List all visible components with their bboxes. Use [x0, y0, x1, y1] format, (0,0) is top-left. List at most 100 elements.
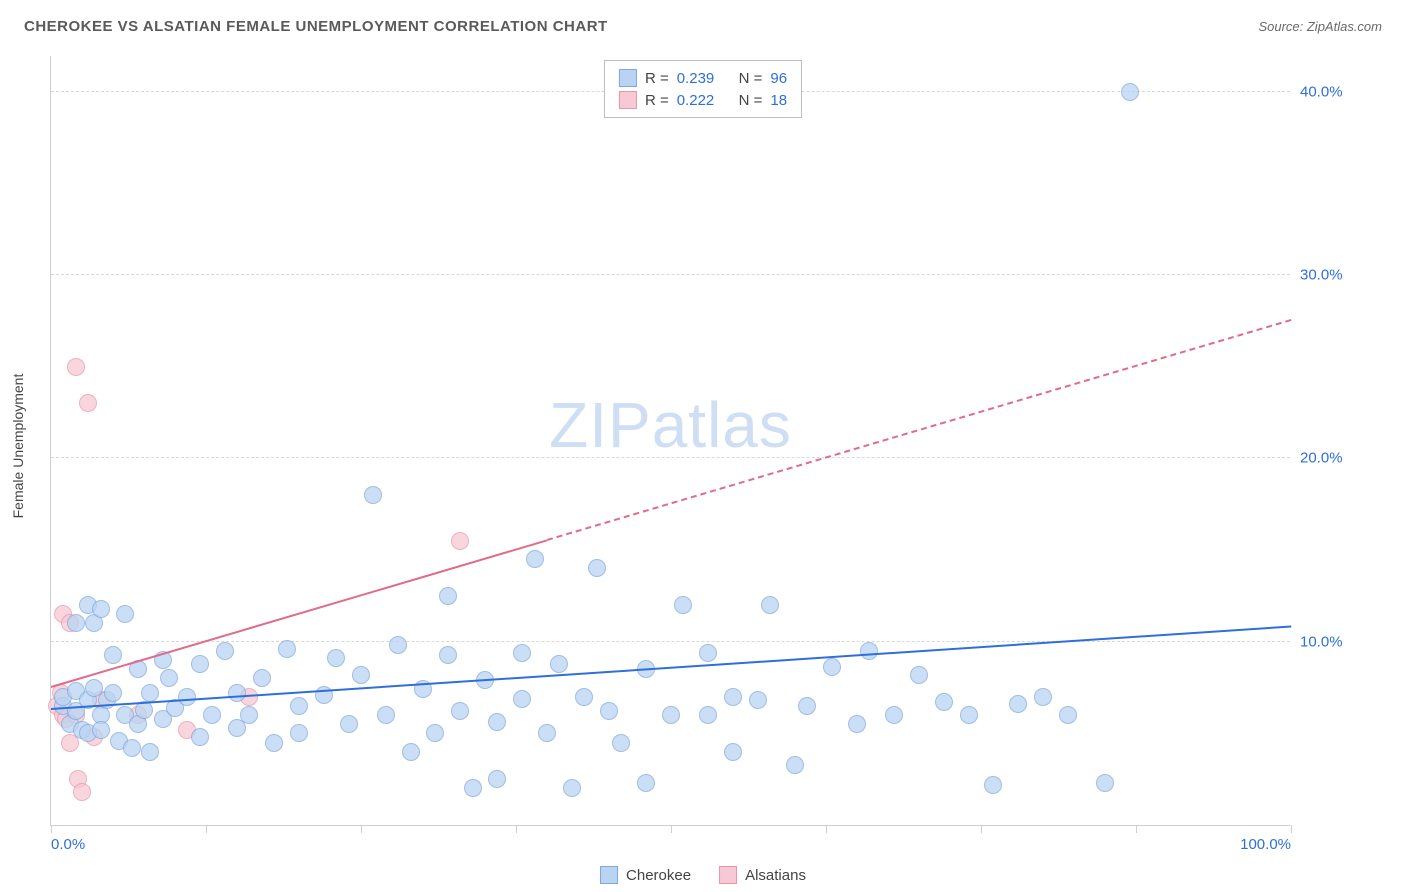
cherokee-point: [637, 774, 655, 792]
legend-row-cherokee: R = 0.239 N = 96: [619, 67, 787, 89]
alsatians-point: [451, 532, 469, 550]
cherokee-point: [798, 697, 816, 715]
trend-line: [547, 319, 1292, 541]
cherokee-point: [960, 706, 978, 724]
cherokee-point: [265, 734, 283, 752]
cherokee-point: [240, 706, 258, 724]
x-tick: [1136, 825, 1137, 833]
cherokee-point: [191, 728, 209, 746]
cherokee-point: [749, 691, 767, 709]
y-tick-label: 40.0%: [1300, 83, 1360, 100]
cherokee-point: [290, 697, 308, 715]
source-attribution: Source: ZipAtlas.com: [1258, 19, 1382, 34]
alsatians-swatch-icon: [719, 866, 737, 884]
cherokee-point: [724, 743, 742, 761]
alsatians-swatch: [619, 91, 637, 109]
x-tick: [516, 825, 517, 833]
alsatians-point: [79, 394, 97, 412]
cherokee-point: [216, 642, 234, 660]
cherokee-point: [426, 724, 444, 742]
legend-item-alsatians: Alsatians: [719, 866, 806, 884]
cherokee-point: [364, 486, 382, 504]
y-tick-label: 10.0%: [1300, 633, 1360, 650]
x-tick-label: 0.0%: [51, 836, 85, 853]
cherokee-point: [860, 642, 878, 660]
cherokee-point: [290, 724, 308, 742]
x-tick: [206, 825, 207, 833]
chart-title: CHEROKEE VS ALSATIAN FEMALE UNEMPLOYMENT…: [24, 18, 608, 35]
cherokee-point: [402, 743, 420, 761]
cherokee-point: [550, 655, 568, 673]
x-tick: [51, 825, 52, 833]
cherokee-point: [1034, 688, 1052, 706]
cherokee-point: [439, 587, 457, 605]
cherokee-point: [1009, 695, 1027, 713]
cherokee-point: [984, 776, 1002, 794]
cherokee-point: [340, 715, 358, 733]
cherokee-point: [123, 739, 141, 757]
cherokee-point: [488, 770, 506, 788]
correlation-legend: R = 0.239 N = 96 R = 0.222 N = 18: [604, 60, 802, 118]
gridline: [51, 457, 1290, 458]
cherokee-point: [191, 655, 209, 673]
cherokee-point: [935, 693, 953, 711]
cherokee-point: [563, 779, 581, 797]
y-tick-label: 30.0%: [1300, 267, 1360, 284]
cherokee-point: [600, 702, 618, 720]
cherokee-point: [761, 596, 779, 614]
cherokee-point: [786, 756, 804, 774]
cherokee-point: [526, 550, 544, 568]
cherokee-point: [674, 596, 692, 614]
cherokee-point: [662, 706, 680, 724]
cherokee-point: [848, 715, 866, 733]
cherokee-point: [104, 646, 122, 664]
cherokee-point: [67, 614, 85, 632]
cherokee-point: [513, 644, 531, 662]
cherokee-point: [352, 666, 370, 684]
x-tick: [361, 825, 362, 833]
cherokee-point: [612, 734, 630, 752]
x-tick: [1291, 825, 1292, 833]
cherokee-point: [228, 684, 246, 702]
cherokee-swatch: [619, 69, 637, 87]
legend-item-cherokee: Cherokee: [600, 866, 691, 884]
cherokee-point: [575, 688, 593, 706]
cherokee-point: [178, 688, 196, 706]
cherokee-point: [104, 684, 122, 702]
trend-line: [51, 625, 1291, 709]
cherokee-point: [588, 559, 606, 577]
x-tick: [981, 825, 982, 833]
x-tick: [671, 825, 672, 833]
cherokee-point: [141, 743, 159, 761]
cherokee-point: [910, 666, 928, 684]
cherokee-point: [141, 684, 159, 702]
alsatians-point: [67, 358, 85, 376]
cherokee-point: [253, 669, 271, 687]
watermark-logo: ZIPatlas: [549, 388, 792, 462]
alsatians-point: [73, 783, 91, 801]
cherokee-point: [377, 706, 395, 724]
cherokee-point: [699, 644, 717, 662]
cherokee-point: [439, 646, 457, 664]
cherokee-point: [203, 706, 221, 724]
cherokee-point: [488, 713, 506, 731]
gridline: [51, 641, 1290, 642]
cherokee-point: [1121, 83, 1139, 101]
cherokee-point: [513, 690, 531, 708]
cherokee-point: [885, 706, 903, 724]
series-legend: Cherokee Alsatians: [600, 866, 806, 884]
cherokee-point: [538, 724, 556, 742]
scatter-plot-area: ZIPatlas 10.0%20.0%30.0%40.0%0.0%100.0%: [50, 56, 1290, 826]
y-tick-label: 20.0%: [1300, 450, 1360, 467]
cherokee-point: [92, 721, 110, 739]
cherokee-point: [92, 600, 110, 618]
cherokee-point: [389, 636, 407, 654]
cherokee-point: [823, 658, 841, 676]
cherokee-swatch-icon: [600, 866, 618, 884]
cherokee-point: [724, 688, 742, 706]
x-tick: [826, 825, 827, 833]
gridline: [51, 274, 1290, 275]
cherokee-point: [327, 649, 345, 667]
cherokee-point: [1059, 706, 1077, 724]
cherokee-point: [464, 779, 482, 797]
